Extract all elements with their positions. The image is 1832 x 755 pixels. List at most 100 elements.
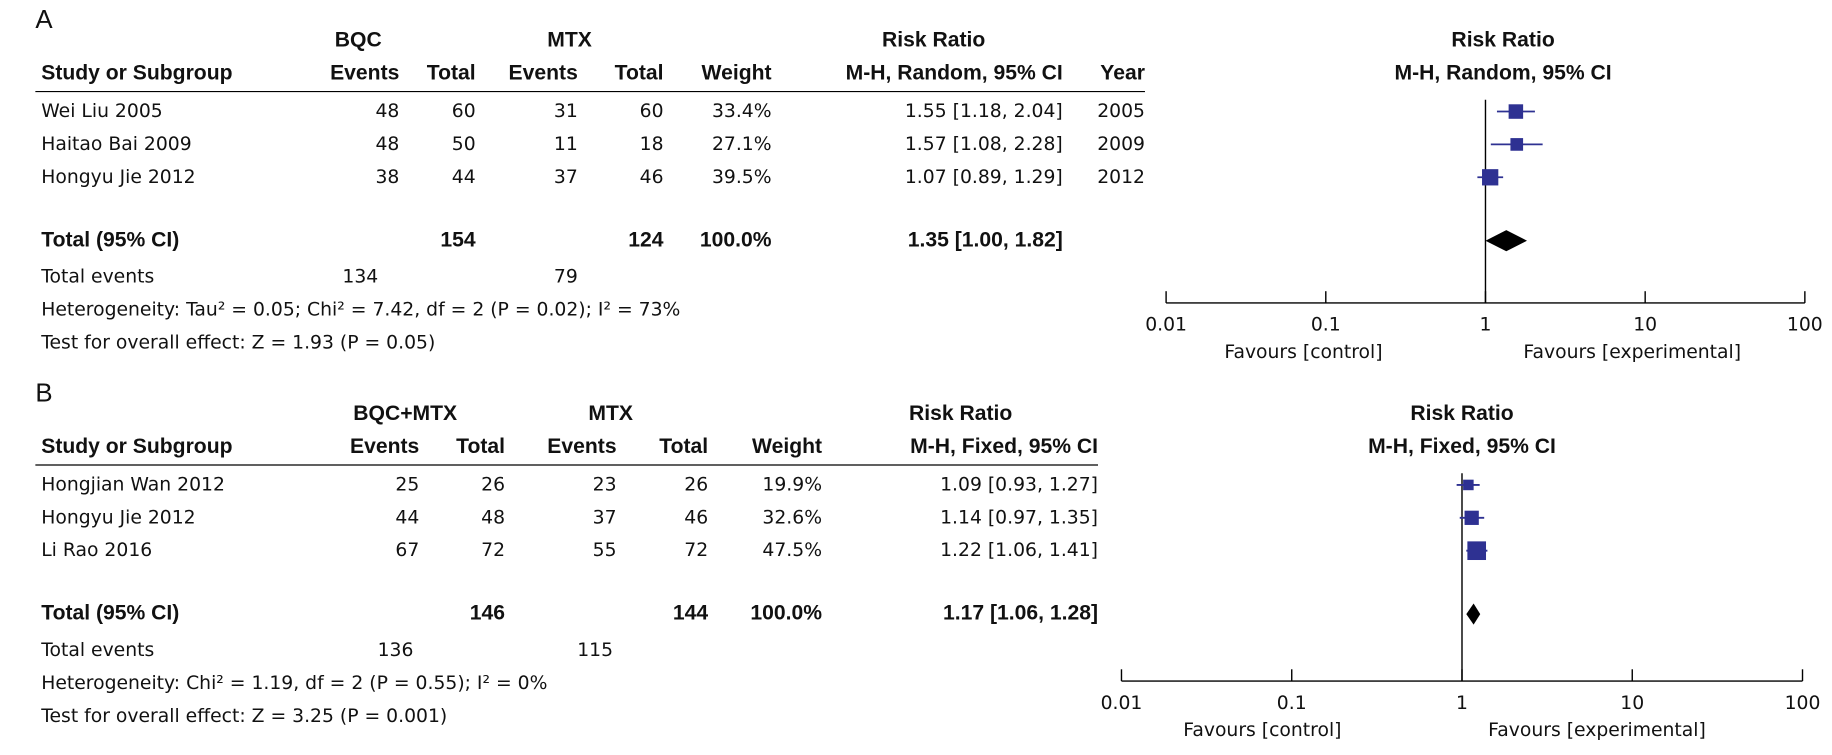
cell: 19.9%	[762, 474, 822, 495]
effect-header: Risk Ratio	[909, 402, 1012, 425]
total-weight: 100.0%	[750, 602, 822, 625]
plot-title: Risk Ratio	[1410, 402, 1513, 425]
column-header: Study or Subgroup	[41, 62, 232, 85]
cell: 46	[684, 507, 708, 528]
study-marker	[1464, 510, 1479, 525]
group-header: BQC	[335, 29, 382, 52]
cell: 55	[593, 540, 617, 561]
column-header: Weight	[702, 62, 772, 85]
total-n: 146	[470, 602, 505, 625]
panel-label: A	[35, 6, 53, 34]
column-header: Study or Subgroup	[41, 435, 232, 458]
study-marker	[1508, 104, 1524, 119]
cell: 18	[640, 134, 664, 155]
x-tick-label: 10	[1620, 693, 1644, 714]
favours-right: Favours [experimental]	[1488, 720, 1706, 741]
study-marker	[1482, 169, 1499, 186]
total-events: 134	[342, 267, 378, 288]
column-header: Total	[456, 435, 505, 458]
cell: 33.4%	[712, 101, 772, 122]
total-events-label: Total events	[40, 267, 154, 288]
cell: 46	[640, 167, 664, 188]
heterogeneity: Heterogeneity: Chi² = 1.19, df = 2 (P = …	[41, 673, 547, 694]
cell: 37	[554, 167, 578, 188]
study-name: Wei Liu 2005	[41, 101, 162, 122]
study-name: Hongyu Jie 2012	[41, 507, 195, 528]
column-header: Total	[615, 62, 664, 85]
total-weight: 100.0%	[700, 228, 772, 251]
total-n: 144	[673, 602, 708, 625]
cell: 11	[554, 134, 578, 155]
study-marker	[1510, 138, 1524, 151]
cell: 1.22 [1.06, 1.41]	[940, 540, 1098, 561]
column-header: Weight	[752, 435, 822, 458]
column-header: M-H, Fixed, 95% CI	[910, 435, 1098, 458]
overall-effect: Test for overall effect: Z = 1.93 (P = 0…	[40, 332, 435, 353]
study-marker	[1463, 479, 1474, 491]
plot-subtitle: M-H, Random, 95% CI	[1395, 62, 1612, 85]
cell: 50	[452, 134, 476, 155]
group-header: BQC+MTX	[353, 402, 457, 425]
column-header: Year	[1100, 62, 1145, 85]
study-name: Hongjian Wan 2012	[41, 474, 225, 495]
cell: 1.57 [1.08, 2.28]	[905, 134, 1063, 155]
column-header: Events	[547, 435, 616, 458]
cell: 2009	[1097, 134, 1145, 155]
x-tick-label: 100	[1785, 693, 1821, 714]
favours-left: Favours [control]	[1183, 720, 1341, 741]
heterogeneity: Heterogeneity: Tau² = 0.05; Chi² = 7.42,…	[41, 299, 680, 320]
cell: 1.14 [0.97, 1.35]	[940, 507, 1098, 528]
column-header: Events	[330, 62, 399, 85]
cell: 2012	[1097, 167, 1145, 188]
cell: 2005	[1097, 101, 1145, 122]
cell: 60	[640, 101, 664, 122]
x-tick-label: 1	[1480, 315, 1492, 336]
cell: 67	[395, 540, 419, 561]
cell: 32.6%	[762, 507, 822, 528]
cell: 72	[684, 540, 708, 561]
cell: 48	[375, 134, 399, 155]
cell: 26	[684, 474, 708, 495]
column-header: Total	[659, 435, 708, 458]
cell: 60	[452, 101, 476, 122]
group-header: MTX	[547, 29, 592, 52]
total-risk-ratio: 1.17 [1.06, 1.28]	[943, 602, 1098, 625]
cell: 31	[554, 101, 578, 122]
total-diamond	[1485, 230, 1528, 252]
total-label: Total (95% CI)	[41, 602, 179, 625]
study-name: Haitao Bai 2009	[41, 134, 191, 155]
cell: 37	[593, 507, 617, 528]
favours-right: Favours [experimental]	[1523, 342, 1741, 363]
total-diamond	[1466, 603, 1481, 625]
cell: 38	[375, 167, 399, 188]
cell: 23	[593, 474, 617, 495]
effect-header: Risk Ratio	[882, 29, 985, 52]
cell: 1.55 [1.18, 2.04]	[905, 101, 1063, 122]
study-name: Li Rao 2016	[41, 540, 152, 561]
plot-title: Risk Ratio	[1451, 29, 1554, 52]
x-tick-label: 10	[1633, 315, 1657, 336]
total-events: 115	[577, 640, 613, 661]
cell: 39.5%	[712, 167, 772, 188]
panel-label: B	[35, 379, 52, 407]
cell: 47.5%	[762, 540, 822, 561]
cell: 48	[375, 101, 399, 122]
column-header: Total	[427, 62, 476, 85]
cell: 72	[481, 540, 505, 561]
total-events: 79	[554, 267, 578, 288]
total-label: Total (95% CI)	[41, 228, 179, 251]
favours-left: Favours [control]	[1224, 342, 1382, 363]
plot-subtitle: M-H, Fixed, 95% CI	[1368, 435, 1556, 458]
study-name: Hongyu Jie 2012	[41, 167, 195, 188]
x-tick-label: 100	[1787, 315, 1823, 336]
x-tick-label: 1	[1456, 693, 1468, 714]
total-risk-ratio: 1.35 [1.00, 1.82]	[908, 228, 1063, 251]
cell: 44	[395, 507, 419, 528]
cell: 27.1%	[712, 134, 772, 155]
cell: 1.09 [0.93, 1.27]	[940, 474, 1098, 495]
cell: 44	[452, 167, 476, 188]
x-tick-label: 0.01	[1145, 315, 1187, 336]
overall-effect: Test for overall effect: Z = 3.25 (P = 0…	[40, 706, 447, 727]
cell: 25	[395, 474, 419, 495]
